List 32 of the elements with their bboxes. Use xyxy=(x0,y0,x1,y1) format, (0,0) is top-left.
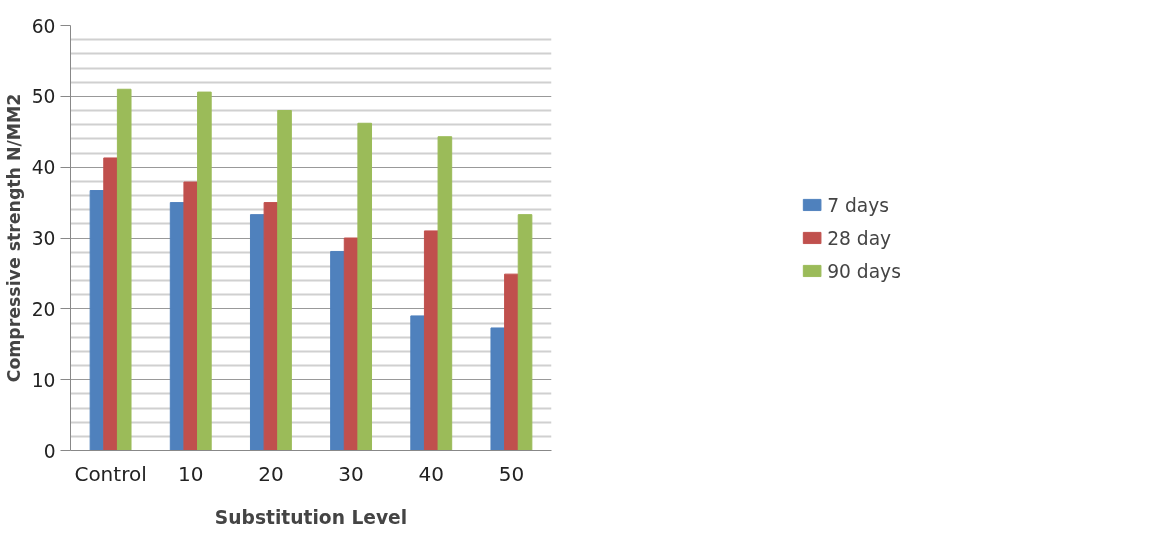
bar xyxy=(437,136,453,451)
x-tick-label: 10 xyxy=(178,461,204,486)
bar xyxy=(263,202,279,451)
bar xyxy=(410,315,425,451)
y-tick-label: 40 xyxy=(31,157,56,179)
bar xyxy=(357,122,373,451)
y-tick-label: 0 xyxy=(43,440,56,462)
bar xyxy=(504,273,519,451)
bar xyxy=(89,190,105,451)
bar xyxy=(197,91,212,451)
bar xyxy=(330,250,345,451)
x-axis-title: Substitution Level xyxy=(214,506,408,528)
legend-label: 90 days xyxy=(827,260,901,281)
bar xyxy=(517,214,533,451)
x-tick-label: 50 xyxy=(498,461,525,486)
y-tick-label: 50 xyxy=(31,86,56,108)
y-tick-label: 10 xyxy=(31,369,56,391)
bar xyxy=(277,110,292,451)
bar xyxy=(103,157,118,451)
y-tick-label: 30 xyxy=(31,228,56,249)
y-tick-label: 20 xyxy=(31,298,56,320)
x-tick-label: 30 xyxy=(338,461,364,486)
x-tick-label: 20 xyxy=(258,461,284,486)
legend-label: 7 days xyxy=(827,194,889,215)
x-tick-label: Control xyxy=(74,461,147,486)
y-tick-label: 60 xyxy=(31,15,56,37)
bar xyxy=(183,181,199,451)
bar xyxy=(490,327,506,451)
bar xyxy=(116,88,132,451)
legend-label: 28 day xyxy=(827,227,892,248)
y-axis-title: Compressive strength N/MM2 xyxy=(3,93,24,383)
x-tick-label: 40 xyxy=(418,461,444,486)
